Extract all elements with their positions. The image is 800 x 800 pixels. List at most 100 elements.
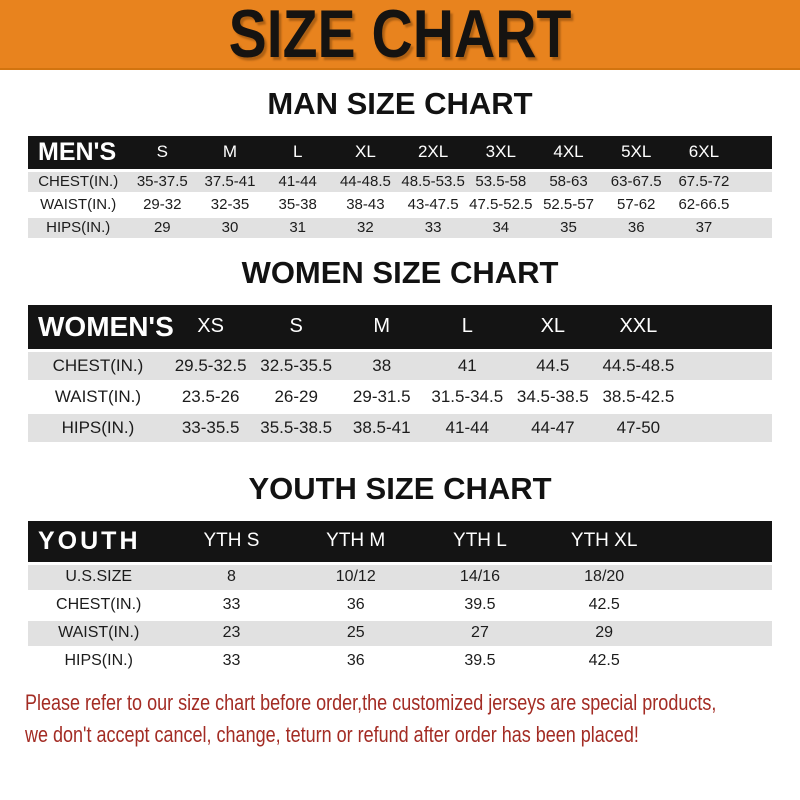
measurement-value: 67.5-72	[678, 173, 730, 190]
measurement-value: 47-50	[616, 418, 661, 437]
measurement-value: 29-32	[143, 196, 182, 213]
measurement-value: 27	[471, 624, 489, 641]
measurement-label: CHEST(IN.)	[52, 356, 144, 375]
measurement-value: 33	[424, 219, 442, 236]
measurement-value: 33	[222, 596, 241, 613]
measurement-row: HIPS(IN.) 29 30 31 32 33 34 35 36 37	[28, 216, 772, 239]
measurement-value: 63-67.5	[610, 173, 662, 190]
womens-size-table: WOMEN'S XS S M L XL XXL CHEST(IN.) 29.5-32.5 32.5…	[28, 304, 772, 446]
measurement-label: CHEST(IN.)	[38, 173, 119, 190]
size-column-header: YTH XL	[570, 530, 638, 552]
filler-cell	[666, 647, 772, 675]
measurement-value: 62-66.5	[678, 196, 730, 213]
measurement-value: 29.5-32.5	[174, 356, 247, 375]
measurement-value: 44.5-48.5	[602, 356, 675, 375]
measurement-value: 35	[560, 219, 577, 236]
size-column-header: YTH L	[453, 530, 507, 552]
measurement-row: CHEST(IN.) 29.5-32.5 32.5-35.5 38 41 44.5 44.5…	[28, 350, 772, 382]
size-column-header: XL	[540, 315, 566, 338]
filler-cell	[738, 170, 772, 193]
measurement-value: 41	[457, 356, 477, 375]
filler-cell	[666, 591, 772, 619]
table-header-row: WOMEN'S XS S M L XL XXL	[28, 304, 772, 351]
measurement-value: 36	[346, 596, 365, 613]
filler-cell	[666, 563, 772, 591]
measurement-value: 41-44	[278, 173, 317, 190]
measurement-value: 44-48.5	[339, 173, 391, 190]
measurement-value: 37	[695, 219, 713, 236]
measurement-value: 43-47.5	[407, 196, 459, 213]
measurement-value: 33	[222, 652, 241, 669]
measurement-label: WAIST(IN.)	[58, 624, 140, 641]
size-column-header: 6XL	[688, 142, 720, 162]
table-header-row: MEN'S S M L XL 2XL 3XL 4XL 5XL 6XL	[28, 136, 772, 170]
measurement-value: 34	[492, 219, 510, 236]
banner: SIZE CHART	[0, 0, 800, 70]
measurement-value: 38-43	[346, 196, 385, 213]
measurement-value: 57-62	[617, 196, 656, 213]
measurement-value: 33-35.5	[181, 418, 240, 437]
measurement-value: 44.5	[536, 356, 570, 375]
measurement-row: HIPS(IN.) 33 36 39.5 42.5	[28, 647, 772, 675]
size-column-header: XL	[355, 142, 376, 162]
measurement-value: 32-35	[210, 196, 250, 213]
size-chart-page: SIZE CHART MAN SIZE CHART MEN'S S M L XL 2XL 3…	[0, 0, 800, 751]
footer-note: Please refer to our size chart before or…	[0, 687, 800, 751]
table-title-cell: WOMEN'S	[38, 310, 174, 342]
measurement-value: 38.5-41	[352, 418, 411, 437]
measurement-value: 30	[221, 219, 239, 236]
measurement-value: 39.5	[464, 596, 496, 613]
measurement-value: 32	[357, 219, 374, 236]
measurement-label: CHEST(IN.)	[56, 596, 142, 613]
size-column-header: XXL	[619, 315, 658, 338]
measurement-value: 38	[372, 356, 392, 375]
measurement-value: 47.5-52.5	[469, 196, 533, 213]
footer-note-line-2: we don't accept cancel, change, teturn o…	[25, 721, 639, 747]
measurement-value: 32.5-35.5	[260, 356, 333, 375]
size-column-header: 3XL	[485, 142, 516, 162]
mens-size-table: MEN'S S M L XL 2XL 3XL 4XL 5XL 6XL CHEST(IN.) 35-37…	[28, 136, 772, 241]
size-column-header: YTH M	[326, 530, 386, 552]
measurement-value: 35-37.5	[136, 173, 188, 190]
size-column-header: XS	[197, 315, 224, 338]
filler-cell	[666, 521, 772, 563]
measurement-row: CHEST(IN.) 33 36 39.5 42.5	[28, 591, 772, 619]
man-section-heading: MAN SIZE CHART	[267, 86, 533, 121]
measurement-row: CHEST(IN.) 35-37.5 37.5-41 41-44 44-48.5 48.5…	[28, 170, 772, 193]
measurement-value: 36	[627, 219, 645, 236]
measurement-value: 8	[227, 568, 236, 585]
size-column-header: M	[373, 315, 391, 338]
size-column-header: L	[461, 315, 473, 338]
measurement-value: 42.5	[588, 652, 620, 669]
filler-cell	[681, 305, 772, 351]
filler-cell	[738, 136, 772, 170]
measurement-value: 52.5-57	[543, 196, 594, 213]
size-column-header: 5XL	[621, 142, 652, 162]
measurement-row: WAIST(IN.) 23.5-26 26-29 29-31.5 31.5-34.5 34…	[28, 381, 772, 413]
size-column-header: YTH S	[203, 530, 260, 552]
youth-section-heading: YOUTH SIZE CHART	[248, 471, 552, 506]
footer-note-line-1: Please refer to our size chart before or…	[25, 689, 717, 715]
filler-cell	[666, 619, 772, 647]
measurement-value: 10/12	[335, 568, 376, 585]
size-column-header: S	[156, 142, 168, 162]
measurement-label: HIPS(IN.)	[64, 652, 133, 669]
size-column-header: S	[289, 315, 303, 338]
filler-cell	[681, 351, 772, 382]
measurement-label: WAIST(IN.)	[54, 387, 142, 406]
measurement-value: 29	[595, 624, 614, 641]
measurement-value: 29	[153, 219, 171, 236]
measurement-label: WAIST(IN.)	[40, 196, 117, 213]
measurement-row: WAIST(IN.) 23 25 27 29	[28, 619, 772, 647]
measurement-value: 53.5-58	[475, 173, 527, 190]
measurement-value: 34.5-38.5	[516, 387, 589, 406]
measurement-value: 23	[222, 624, 241, 641]
measurement-value: 37.5-41	[204, 173, 256, 190]
measurement-value: 36	[346, 652, 365, 669]
measurement-value: 26-29	[274, 387, 318, 406]
table-title-cell: MEN'S	[38, 137, 117, 166]
banner-title: SIZE CHART	[228, 0, 572, 72]
measurement-value: 39.5	[464, 652, 496, 669]
measurement-value: 31	[289, 219, 307, 236]
filler-cell	[681, 382, 772, 413]
